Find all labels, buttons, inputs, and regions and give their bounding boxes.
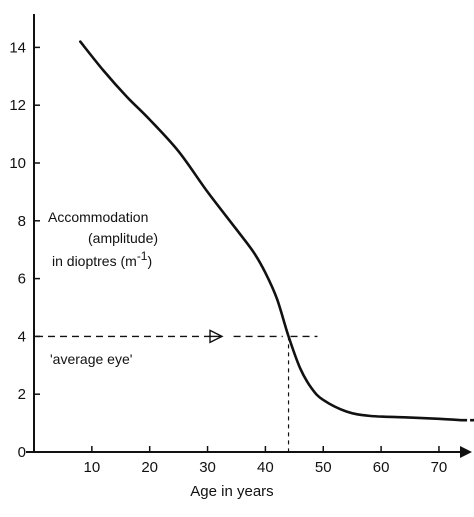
annotation-amplitude: (amplitude) bbox=[88, 230, 158, 246]
x-tick-label: 70 bbox=[431, 459, 448, 476]
annotation-dioptres-text: in dioptres (m bbox=[52, 253, 137, 269]
axes bbox=[26, 14, 472, 458]
y-tick-label: 4 bbox=[18, 328, 26, 345]
y-ticks: 0 2 4 6 8 10 12 14 bbox=[9, 39, 40, 461]
x-axis-title: Age in years bbox=[190, 483, 273, 500]
annotation-accommodation: Accommodation bbox=[48, 209, 148, 225]
accommodation-curve bbox=[78, 40, 464, 422]
annotation-average-eye: 'average eye' bbox=[50, 351, 132, 367]
y-tick-label: 6 bbox=[18, 271, 26, 288]
x-ticks: 10 20 30 40 50 60 70 bbox=[84, 446, 448, 476]
y-tick-label: 2 bbox=[18, 386, 26, 403]
x-tick-label: 20 bbox=[141, 459, 158, 476]
x-tick-label: 30 bbox=[199, 459, 216, 476]
y-tick-label: 12 bbox=[9, 97, 26, 114]
reference-lines bbox=[36, 329, 318, 452]
y-tick-label: 0 bbox=[18, 444, 26, 461]
annotation-exponent: -1 bbox=[137, 249, 148, 263]
x-tick-label: 10 bbox=[84, 459, 101, 476]
y-tick-label: 8 bbox=[18, 213, 26, 230]
x-tick-label: 50 bbox=[315, 459, 332, 476]
y-tick-label: 10 bbox=[9, 155, 26, 172]
annotation-close-paren: ) bbox=[147, 253, 152, 269]
annotation-dioptres: in dioptres (m-1) bbox=[52, 249, 152, 269]
accommodation-annotation: Accommodation (amplitude) in dioptres (m… bbox=[48, 209, 158, 269]
x-tick-label: 60 bbox=[373, 459, 390, 476]
y-tick-label: 14 bbox=[9, 39, 26, 56]
reference-arrowhead bbox=[209, 329, 224, 344]
x-tick-label: 40 bbox=[257, 459, 274, 476]
x-axis-arrowhead bbox=[460, 446, 472, 458]
